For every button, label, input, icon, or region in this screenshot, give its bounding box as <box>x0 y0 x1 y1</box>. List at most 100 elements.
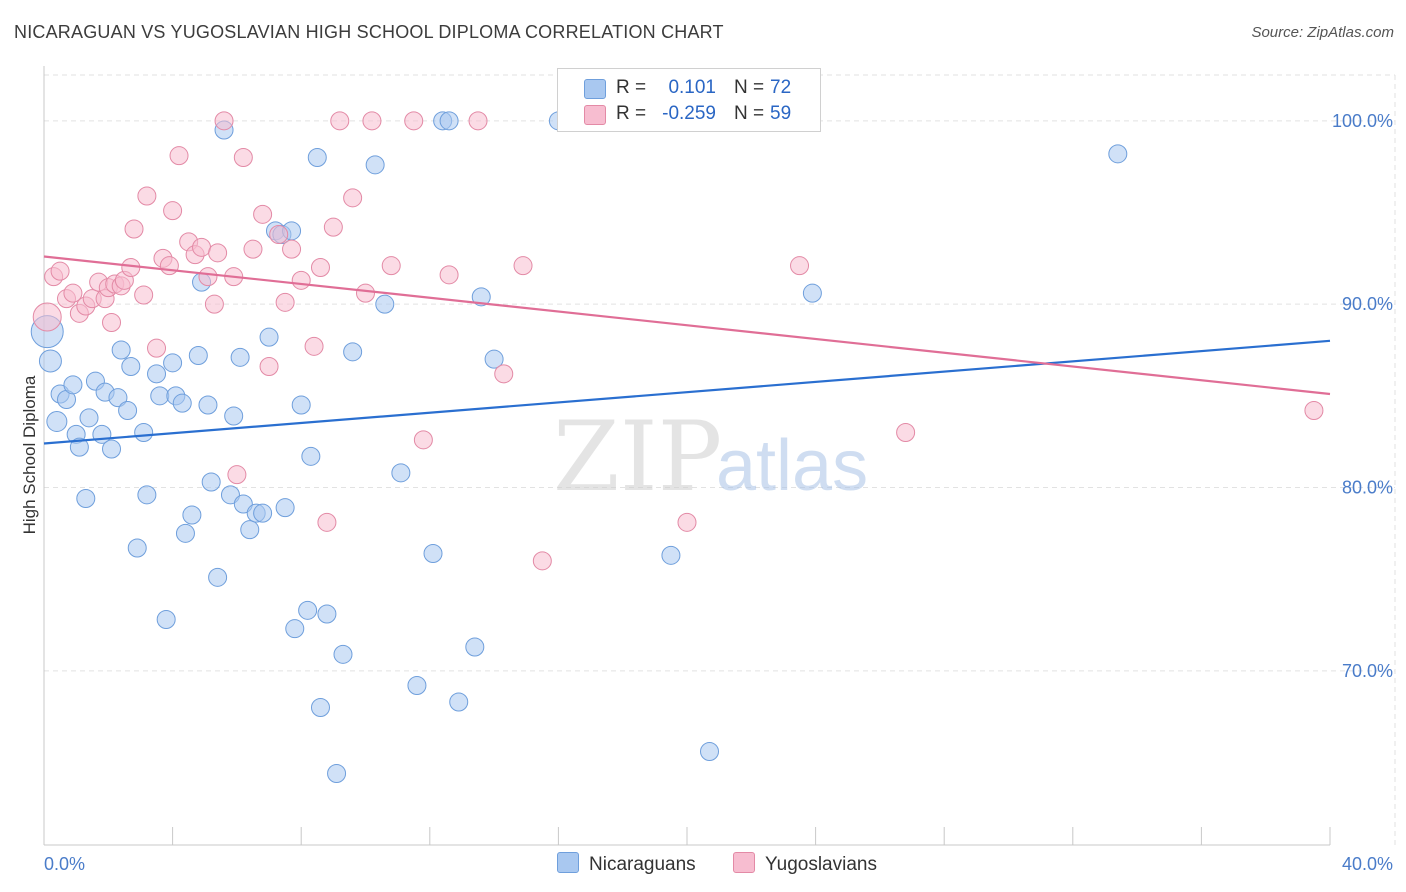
legend-swatch-nicaraguans <box>584 79 606 99</box>
nicaraguans-point <box>423 544 443 563</box>
yugoslavians-point <box>102 313 122 332</box>
nicaraguans-point <box>118 401 138 420</box>
nicaraguans-point <box>147 364 167 384</box>
nicaraguans-point <box>150 386 170 406</box>
yugoslavians-point <box>310 258 330 277</box>
nicaraguans-point <box>127 538 147 558</box>
bottom-legend-swatch-nicaraguans <box>557 852 579 873</box>
bottom-legend-label-yugoslavians: Yugoslavians <box>765 854 877 875</box>
watermark-zip: ZIP <box>553 401 722 513</box>
nicaraguans-point <box>220 485 240 505</box>
yugoslavians-point <box>163 201 183 221</box>
nicaraguans-point <box>108 388 128 408</box>
nicaraguans-point <box>407 676 427 695</box>
yugoslavians-trend-line <box>43 255 1331 396</box>
yugoslavians-point <box>677 512 697 532</box>
yugoslavians-point <box>269 225 289 244</box>
nicaraguans-point <box>230 347 250 367</box>
yugoslavians-point <box>214 111 234 131</box>
nicaraguans-trend-line <box>43 339 1331 445</box>
nicaraguans-point <box>375 294 395 314</box>
data-points <box>30 111 1324 783</box>
nicaraguans-point <box>343 342 363 362</box>
yugoslavians-point <box>413 430 433 450</box>
yugoslavians-point <box>304 336 324 356</box>
nicaraguans-point <box>163 353 183 373</box>
yugoslavians-point <box>330 111 350 131</box>
nicaraguans-point <box>102 439 122 459</box>
yugoslavians-point <box>137 186 157 206</box>
legend-n-label: N = <box>734 103 765 124</box>
legend-row-nicaraguans: R = 0.101 N = 72 <box>558 75 820 101</box>
yugoslavians-point <box>317 512 337 532</box>
bottom-legend-swatch-yugoslavians <box>733 852 755 873</box>
nicaraguans-point <box>1108 144 1128 164</box>
nicaraguans-point <box>233 494 253 514</box>
yugoslavians-point <box>243 239 263 259</box>
chart-title: NICARAGUAN VS YUGOSLAVIAN HIGH SCHOOL DI… <box>14 22 724 42</box>
yugoslavians-point <box>192 237 212 257</box>
nicaraguans-point <box>182 505 202 525</box>
legend-n-value: 72 <box>770 77 792 98</box>
nicaraguans-point <box>310 698 330 717</box>
nicaraguans-point <box>172 393 192 413</box>
nicaraguans-point <box>188 346 208 365</box>
yugoslavians-point <box>134 285 154 305</box>
nicaraguans-point <box>201 472 221 492</box>
yugoslavians-point <box>468 111 488 131</box>
nicaraguans-point <box>79 408 99 428</box>
yugoslavians-point <box>233 148 253 167</box>
nicaraguans-point <box>198 395 218 415</box>
nicaraguans-point <box>291 395 311 415</box>
legend-r-value: 0.101 <box>668 77 716 98</box>
yugoslavians-point <box>1304 401 1324 420</box>
nicaraguans-point <box>661 545 681 565</box>
nicaraguans-point <box>240 520 260 540</box>
nicaraguans-point <box>156 610 176 629</box>
nicaraguans-point <box>175 523 195 543</box>
nicaraguans-point <box>391 463 411 483</box>
nicaraguans-point <box>439 111 459 131</box>
yugoslavians-point <box>208 243 228 263</box>
nicaraguans-point <box>134 423 154 442</box>
stats-legend: R = 0.101 N = 72 R = -0.259 N = 59 <box>557 68 821 132</box>
nicaraguans-point <box>465 637 485 657</box>
yugoslavians-point <box>32 302 62 332</box>
bottom-legend-label-nicaraguans: Nicaraguans <box>589 854 696 875</box>
nicaraguans-point <box>69 437 89 457</box>
nicaraguans-point <box>253 503 273 523</box>
yugoslavians-point <box>227 465 247 485</box>
y-tick-label: 90.0% <box>1342 294 1393 314</box>
nicaraguans-point <box>285 619 305 639</box>
y-tick-label: 70.0% <box>1342 661 1393 681</box>
nicaraguans-point <box>137 485 157 505</box>
nicaraguans-point <box>301 446 321 466</box>
legend-row-yugoslavians: R = -0.259 N = 59 <box>558 101 820 127</box>
yugoslavians-point <box>147 338 167 358</box>
yugoslavians-point <box>169 146 189 166</box>
yugoslavians-point <box>494 364 514 384</box>
yugoslavians-point <box>291 270 311 290</box>
grid-lines <box>44 74 1396 845</box>
nicaraguans-point <box>224 406 244 426</box>
legend-r-label: R = <box>616 103 647 124</box>
nicaraguans-point <box>327 764 347 783</box>
watermark-atlas: atlas <box>716 426 868 506</box>
legend-swatch-yugoslavians <box>584 105 606 125</box>
x-tick-label: 40.0% <box>1342 854 1393 874</box>
yugoslavians-point <box>50 261 70 281</box>
trend-lines <box>43 255 1331 445</box>
nicaraguans-point <box>802 283 822 303</box>
yugoslavians-point <box>790 256 810 276</box>
yugoslavians-point <box>896 423 916 442</box>
yugoslavians-point <box>253 204 273 224</box>
nicaraguans-point <box>484 349 504 369</box>
chart-source: Source: ZipAtlas.com <box>1251 24 1394 41</box>
yugoslavians-point <box>63 283 83 303</box>
yugoslavians-point <box>323 217 343 237</box>
watermark: ZIP atlas <box>553 401 868 513</box>
legend-n-value: 59 <box>770 103 792 124</box>
nicaraguans-point <box>121 357 141 376</box>
legend-n-label: N = <box>734 77 765 98</box>
